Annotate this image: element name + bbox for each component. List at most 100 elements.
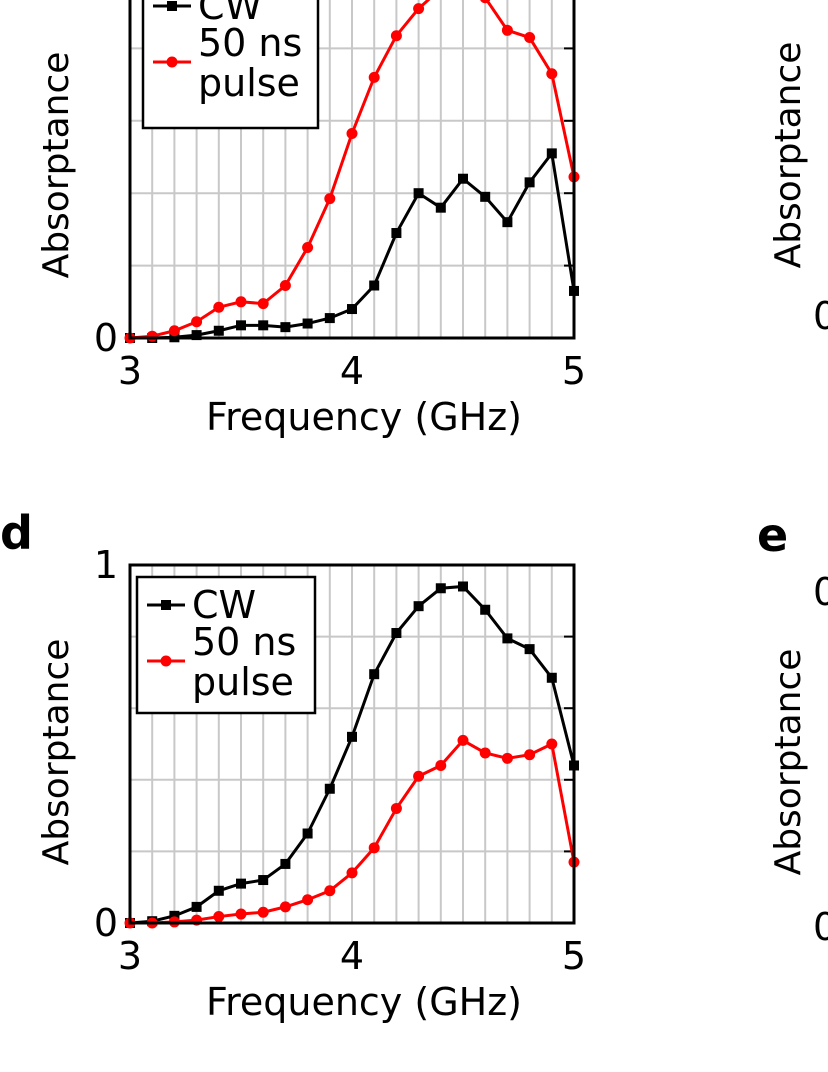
data-point-pulse: [213, 301, 225, 313]
data-point-cw: [236, 878, 246, 889]
data-point-cw: [458, 581, 468, 592]
data-point-pulse: [480, 0, 491, 4]
right-top-ylabel: Absorptance: [768, 42, 809, 269]
legend-label-line: pulse: [198, 61, 300, 105]
data-point-cw: [546, 672, 557, 683]
x-tick-label: 5: [562, 934, 586, 978]
data-point-cw: [502, 217, 513, 228]
x-axis-label: Frequency (GHz): [206, 395, 522, 439]
data-point-cw: [258, 320, 269, 331]
data-point-cw: [302, 828, 313, 839]
data-point-pulse: [413, 770, 425, 782]
data-point-pulse: [390, 30, 402, 42]
data-point-pulse: [368, 71, 380, 83]
data-point-pulse: [279, 901, 291, 913]
data-point-cw: [347, 731, 357, 742]
data-point-pulse: [524, 749, 536, 761]
data-point-cw: [435, 202, 446, 213]
data-point-pulse: [346, 127, 358, 139]
data-point-pulse: [146, 330, 158, 342]
plot-frame: [128, 563, 576, 925]
data-point-cw: [324, 313, 335, 324]
data-point-cw: [391, 628, 402, 639]
data-point-cw: [369, 280, 380, 291]
data-point-pulse: [479, 747, 491, 759]
data-point-pulse: [346, 867, 358, 879]
legend-label: CW: [198, 0, 262, 28]
data-point-cw: [347, 304, 357, 315]
right-top-tick-fragment: 0: [813, 294, 828, 338]
legend-marker-square: [167, 1, 177, 11]
data-point-cw: [546, 148, 557, 159]
panel-label-d: d: [0, 506, 33, 560]
y-tick-label: 0: [94, 316, 118, 360]
legend-label-line: CW: [198, 0, 262, 28]
data-point-cw: [502, 633, 513, 644]
data-point-pulse: [302, 894, 314, 906]
data-point-pulse: [435, 759, 447, 771]
panel-label-e: e: [757, 508, 788, 562]
data-point-pulse: [368, 842, 380, 854]
x-tick-label: 3: [118, 934, 142, 978]
data-point-cw: [413, 601, 424, 612]
right-bottom-ylabel: Absorptance: [768, 649, 809, 876]
data-point-cw: [280, 322, 291, 333]
data-point-pulse: [413, 3, 425, 15]
data-point-pulse: [501, 752, 513, 764]
data-point-pulse: [324, 193, 336, 205]
data-point-pulse: [257, 298, 269, 310]
legend-marker-circle: [160, 655, 172, 667]
data-point-pulse: [213, 911, 225, 923]
x-axis-label: Frequency (GHz): [206, 980, 522, 1024]
x-tick-label: 4: [340, 934, 364, 978]
legend-label-line: 50 ns: [192, 620, 296, 664]
data-point-cw: [480, 604, 491, 615]
data-point-pulse: [324, 885, 336, 897]
data-point-cw: [480, 191, 491, 202]
y-axis-label: Absorptance: [36, 52, 77, 279]
data-point-cw: [391, 228, 402, 239]
y-tick-label: 1: [94, 543, 118, 587]
data-point-cw: [524, 644, 535, 655]
legend-label-line: pulse: [192, 660, 294, 704]
data-point-pulse: [546, 738, 558, 750]
data-point-cw: [169, 910, 180, 921]
data-point-pulse: [390, 802, 402, 814]
legend-label: 50 ns pulse: [198, 21, 302, 105]
plot-frame: [128, 0, 576, 340]
data-point-pulse: [457, 734, 469, 746]
legend-marker-circle: [166, 56, 178, 68]
data-point-pulse: [501, 24, 513, 36]
y-tick-label: 0: [94, 901, 118, 945]
data-point-pulse: [168, 325, 180, 337]
data-point-pulse: [546, 68, 558, 80]
data-point-cw: [458, 173, 468, 184]
data-point-pulse: [191, 316, 203, 328]
data-point-cw: [213, 885, 224, 896]
data-point-cw: [258, 875, 269, 886]
right-bottom-tick-top-fragment: 0: [813, 570, 828, 614]
data-point-cw: [191, 330, 202, 341]
data-point-cw: [524, 177, 535, 188]
legend-marker-square: [161, 600, 171, 610]
data-point-pulse: [235, 296, 247, 308]
data-point-cw: [413, 188, 424, 199]
data-point-pulse: [235, 908, 247, 920]
data-point-cw: [369, 669, 380, 680]
x-tick-label: 5: [562, 349, 586, 393]
x-tick-label: 3: [118, 349, 142, 393]
legend-box: [135, 575, 317, 715]
data-point-pulse: [257, 906, 269, 918]
y-axis-label: Absorptance: [36, 639, 77, 866]
data-point-pulse: [302, 242, 314, 253]
right-bottom-tick-bottom-fragment: 0: [813, 905, 828, 949]
legend-label: 50 ns pulse: [192, 620, 296, 704]
data-point-cw: [191, 901, 202, 912]
data-point-pulse: [279, 280, 291, 292]
legend-label-line: 50 ns: [198, 21, 302, 65]
data-point-cw: [435, 583, 446, 594]
data-point-cw: [302, 318, 313, 329]
